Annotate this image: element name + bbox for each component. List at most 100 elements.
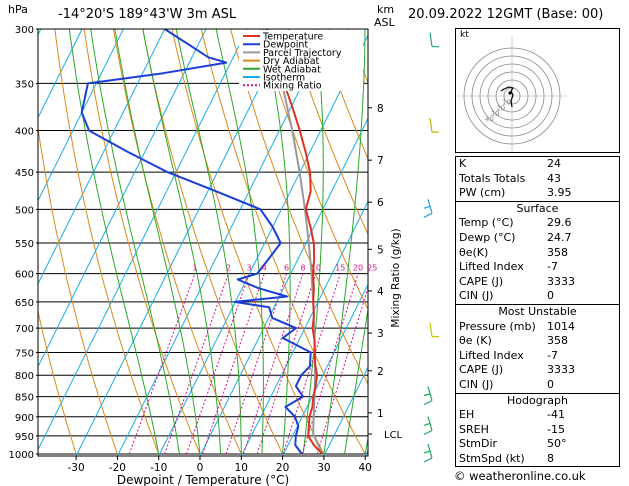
legend-label: Wet Adiabat — [263, 64, 321, 75]
hodograph-ring-label: 30 — [491, 110, 500, 118]
index-value: 1014 — [547, 319, 575, 333]
index-value: 0 — [547, 289, 554, 303]
isotherm-line — [38, 29, 83, 119]
pressure-tick-label: 750 — [15, 348, 34, 359]
indices-table: K 24 Totals Totals 43 PW (cm) 3.95 Surface Te… — [455, 156, 620, 468]
location-title: -14°20'S 189°43'W 3m ASL — [58, 7, 237, 22]
wet-adiabat-line — [364, 435, 368, 455]
pressure-tick-label: 700 — [15, 324, 34, 335]
index-value: 0 — [547, 377, 554, 391]
pressure-tick-label: 400 — [15, 127, 34, 138]
wet-adiabat-line — [302, 29, 324, 455]
temperature-tick-label: 30 — [317, 462, 330, 474]
index-label: Dewp (°C) — [459, 230, 516, 244]
pressure-tick-label: 850 — [15, 393, 34, 404]
mixing-ratio-axis-title: Mixing Ratio (g/kg) — [390, 228, 402, 327]
index-row: CIN (J) 0 — [456, 289, 619, 304]
index-label: CIN (J) — [459, 289, 494, 303]
dewpoint-line — [80, 29, 312, 455]
wet-adiabat-line — [90, 29, 180, 455]
legend-label: Mixing Ratio — [263, 81, 322, 92]
index-label: θe(K) — [459, 245, 489, 259]
isotherm-line — [116, 29, 331, 456]
mixing-ratio-label: 10 — [311, 264, 321, 273]
km-tick-label: 1 — [377, 408, 384, 420]
mixing-ratio-label: 8 — [300, 264, 305, 273]
index-row: θe(K) 358 — [456, 246, 619, 261]
mixing-ratio-label: 20 — [353, 264, 363, 273]
index-label: StmDir — [459, 437, 498, 451]
temperature-tick-label: -20 — [109, 462, 126, 474]
pressure-tick-label: 450 — [15, 168, 34, 179]
index-row: PW (cm) 3.95 — [456, 186, 619, 201]
surface-title: Surface — [516, 201, 559, 215]
mixing-ratio-label: 3 — [247, 264, 252, 273]
index-row: CAPE (J) 3333 — [456, 363, 619, 378]
index-value: 3333 — [547, 274, 575, 288]
index-value: 358 — [547, 334, 568, 348]
km-tick-label: 5 — [377, 244, 384, 256]
wet-adiabat-line — [68, 29, 160, 455]
isotherm-line — [38, 29, 207, 368]
dry-adiabat-line — [200, 29, 366, 455]
hodograph-ring-label: 10 — [502, 99, 511, 107]
x-axis-title: Dewpoint / Temperature (°C) — [117, 473, 289, 486]
index-value: 24.7 — [547, 230, 572, 244]
index-label: EH — [459, 408, 475, 422]
km-tick-label: 8 — [377, 103, 384, 115]
index-row: Lifted Index -7 — [456, 349, 619, 364]
wind-barb — [423, 443, 433, 463]
index-value: -41 — [547, 408, 565, 422]
index-label: K — [459, 157, 467, 170]
wet-adiabat-line — [175, 29, 242, 454]
lcl-label: LCL — [384, 430, 403, 441]
hodograph-ring-label: 40 — [485, 116, 494, 124]
index-value: 43 — [547, 171, 561, 185]
wind-barb — [429, 322, 439, 338]
index-label: Lifted Index — [459, 348, 524, 362]
isotherm-line — [323, 366, 368, 456]
index-value: -7 — [547, 260, 558, 274]
hodograph-ring-label: 20 — [496, 104, 505, 112]
pressure-tick-label: 950 — [15, 432, 34, 443]
temperature-line — [264, 29, 323, 455]
km-tick-label: 4 — [377, 286, 384, 298]
mixing-ratio-line — [256, 273, 317, 455]
km-tick-label: 2 — [377, 366, 384, 378]
wind-barb — [429, 32, 439, 48]
dry-adiabat-line — [171, 29, 325, 455]
temperature-tick-label: 10 — [235, 462, 248, 474]
index-row: Lifted Index -7 — [456, 260, 619, 275]
pressure-tick-label: 800 — [15, 371, 34, 382]
mixing-ratio-line — [316, 285, 368, 455]
pressure-tick-label: 900 — [15, 413, 34, 424]
index-row: Temp (°C) 29.6 — [456, 216, 619, 231]
index-row: θe (K) 358 — [456, 334, 619, 349]
wet-adiabat-line — [344, 306, 368, 455]
pressure-tick-label: 350 — [15, 79, 34, 90]
most-unstable-title: Most Unstable — [498, 304, 577, 318]
legend-label: Dewpoint — [263, 40, 308, 51]
km-tick-label: 7 — [377, 155, 384, 167]
isotherm-line — [38, 29, 124, 202]
isotherm-line — [199, 117, 368, 456]
isotherm-line — [38, 29, 248, 451]
dry-adiabat-line — [259, 29, 368, 311]
mixing-ratio-label: 25 — [367, 264, 377, 273]
index-value: 50° — [547, 437, 567, 451]
datetime-title: 20.09.2022 12GMT (Base: 00) — [408, 7, 604, 22]
index-row: CAPE (J) 3333 — [456, 275, 619, 290]
temperature-tick-label: -10 — [150, 462, 167, 474]
index-value: 29.6 — [547, 216, 572, 230]
dry-adiabat-line — [38, 309, 77, 455]
hodograph-unit-label: kt — [460, 30, 469, 40]
index-row: StmSpd (kt) 8 — [456, 452, 619, 467]
index-label: StmSpd (kt) — [459, 451, 525, 465]
index-value: 8 — [547, 451, 554, 465]
dry-adiabat-line — [54, 29, 160, 455]
mixing-ratio-label: 1 — [192, 264, 197, 273]
index-label: Lifted Index — [459, 260, 524, 274]
index-value: 358 — [547, 245, 568, 259]
legend-label: Isotherm — [263, 73, 305, 84]
